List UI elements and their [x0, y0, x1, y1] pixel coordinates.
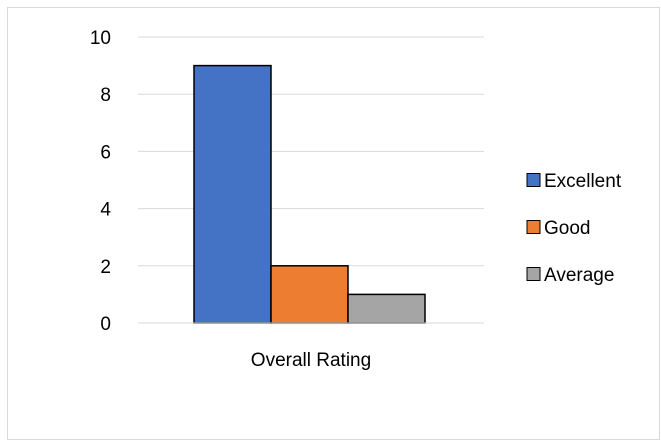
y-tick-label: 0	[100, 314, 111, 335]
y-tick-label: 4	[100, 200, 111, 221]
legend-label: Good	[544, 218, 590, 239]
legend-label: Excellent	[544, 171, 622, 192]
legend-swatch-excellent	[526, 173, 541, 187]
chart-frame	[7, 7, 660, 440]
legend-swatch-good	[526, 220, 541, 234]
legend-swatch-average	[526, 267, 541, 281]
y-tick-label: 8	[100, 85, 111, 106]
bar-excellent	[193, 64, 272, 324]
y-tick-label: 10	[90, 28, 111, 49]
y-tick-label: 2	[100, 257, 111, 278]
legend-label: Average	[544, 265, 614, 286]
bars	[193, 64, 426, 324]
y-tick-label: 6	[100, 142, 111, 163]
y-axis-ticks: 0 2 4 6 8 10	[90, 28, 112, 335]
legend: Excellent Good Average	[526, 171, 622, 286]
bar-average	[347, 293, 426, 324]
x-category-label: Overall Rating	[251, 350, 371, 371]
bar-good	[270, 265, 349, 324]
